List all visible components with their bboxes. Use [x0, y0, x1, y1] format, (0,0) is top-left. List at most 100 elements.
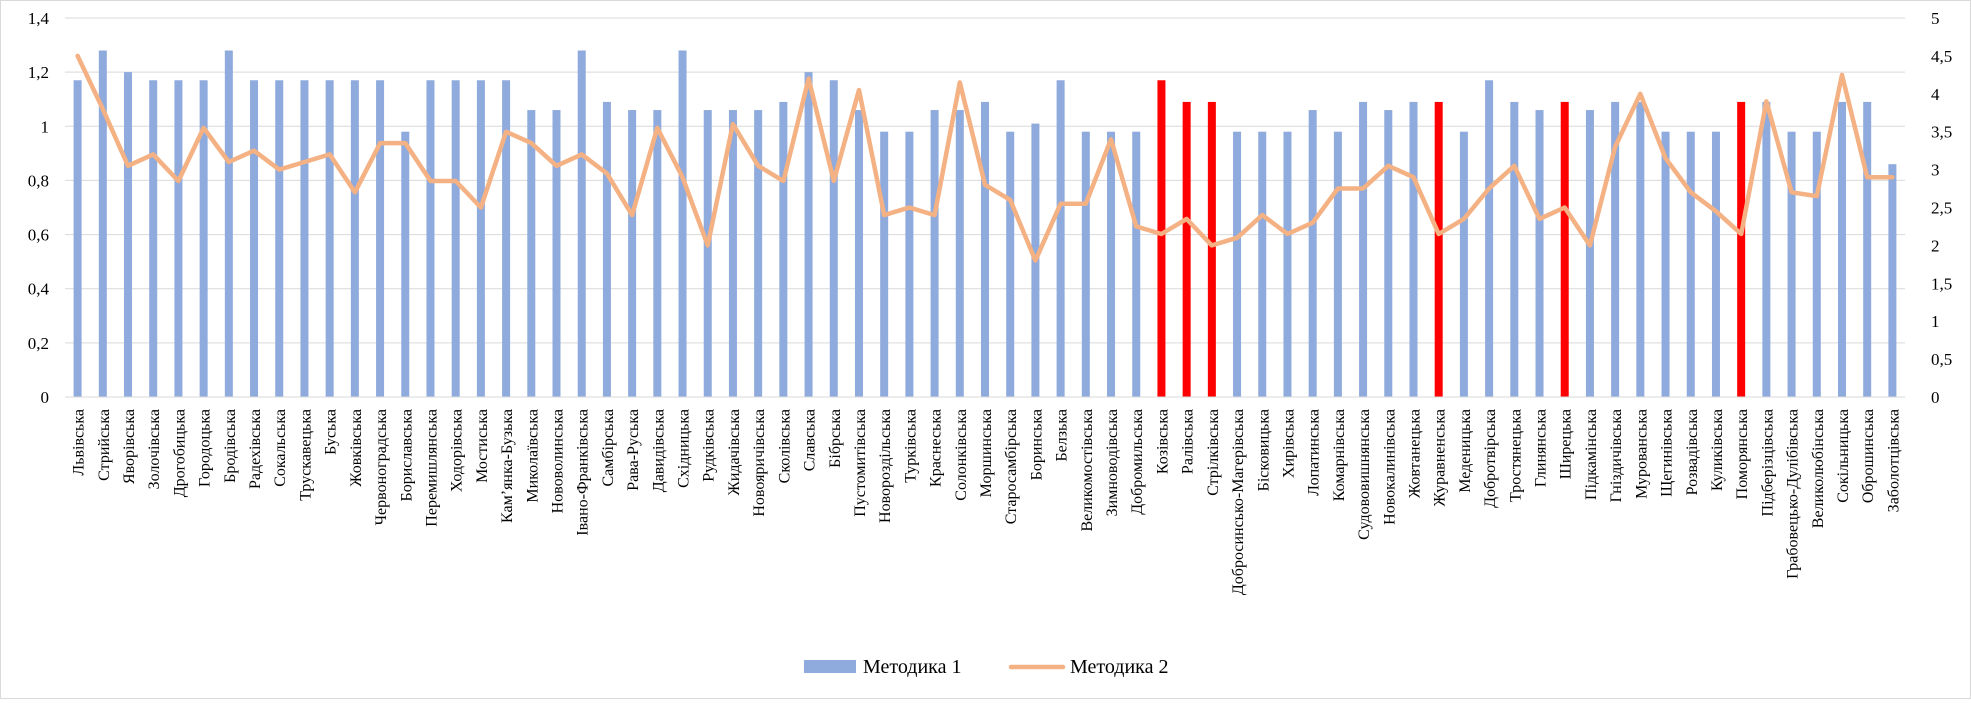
x-tick-label: Куликівська [1709, 409, 1726, 491]
bar [224, 50, 233, 397]
x-tick-label: Івано-Франківська [575, 409, 592, 536]
bar [250, 80, 259, 397]
x-tick-label: Стрілківська [1205, 409, 1222, 496]
y-tick-label-left: 0,6 [28, 226, 49, 245]
bar [451, 80, 460, 397]
bar [728, 110, 737, 398]
legend: Методика 1 Методика 2 [804, 656, 1168, 678]
x-tick-label: Турківська [902, 409, 919, 483]
bar [703, 110, 712, 398]
x-tick-label: Нововолинська [550, 409, 567, 513]
bar [653, 110, 662, 398]
y-tick-label-right: 3 [1931, 161, 1940, 180]
bar [628, 110, 637, 398]
x-tick-label: Гніздичівська [1608, 409, 1625, 502]
bar [1585, 110, 1594, 398]
bar [1459, 131, 1468, 397]
x-tick-label: Трускавецька [297, 409, 314, 501]
bar [678, 50, 687, 397]
x-tick-label: Ходорівська [449, 409, 466, 492]
x-tick-label: Сокальська [272, 409, 289, 487]
bar [401, 131, 410, 397]
y-tick-label-left: 1,4 [28, 9, 50, 28]
legend-label: Методика 1 [863, 656, 961, 678]
line-series-2 [75, 53, 1895, 263]
bar [1787, 131, 1796, 397]
x-tick-label: Новояричівська [751, 409, 768, 517]
bar [1308, 110, 1317, 398]
bar [981, 101, 989, 398]
bar [149, 80, 158, 397]
bar [854, 110, 863, 398]
y-tick-label-left: 0,4 [28, 280, 50, 299]
bar [955, 110, 964, 398]
bar [1258, 131, 1267, 397]
bar [1207, 101, 1216, 398]
x-tick-label: Стрийська [96, 409, 113, 481]
y-tick-label-right: 2 [1931, 236, 1940, 255]
x-tick-label: Славська [802, 409, 819, 471]
x-tick-label: Солонківська [953, 409, 970, 501]
bar [98, 50, 107, 397]
bar [602, 101, 611, 398]
bar [1006, 131, 1015, 397]
y-tick-label-left: 0 [41, 388, 50, 407]
bar [1661, 131, 1670, 397]
y-tick-label-right: 4,5 [1931, 47, 1952, 66]
bar [350, 80, 359, 397]
bar [1359, 101, 1368, 398]
x-tick-label: Добросинсько-Магерівська [1230, 409, 1247, 595]
x-tick-label: Сокільницька [1835, 409, 1852, 503]
y-tick-label-right: 4 [1931, 85, 1940, 104]
bar [426, 80, 435, 397]
x-tick-label: Комарнівська [1331, 409, 1348, 501]
x-tick-label: Лопатинська [1306, 409, 1323, 496]
bar [1409, 101, 1418, 398]
x-tick-label: Самбірська [600, 409, 617, 487]
x-tick-label: Оброшинська [1860, 409, 1877, 503]
x-tick-label: Бродівська [222, 409, 239, 483]
bar [1283, 131, 1292, 397]
bar [1686, 131, 1695, 397]
bar [300, 80, 309, 397]
x-tick-label: Журавненська [1432, 409, 1449, 506]
x-tick-label: Боринська [1028, 409, 1045, 480]
x-tick-label: Підкамінська [1583, 409, 1600, 500]
x-tick-label: Давидівська [650, 409, 667, 492]
bar [275, 80, 284, 397]
x-tick-label: Мурованська [1633, 409, 1650, 499]
x-tick-label: Добротвірська [1482, 409, 1499, 508]
x-tick-label: Старосамбірська [1003, 409, 1020, 524]
bar [1863, 101, 1872, 398]
bar [1107, 131, 1116, 397]
bar [527, 110, 536, 398]
x-tick-label: Мостиська [474, 409, 491, 483]
x-tick-label: Пустомитівська [852, 409, 869, 517]
x-tick-label: Городоцька [197, 409, 214, 487]
bar [1737, 101, 1746, 398]
x-tick-label: Великомостівська [1079, 409, 1096, 532]
bar [1762, 101, 1771, 398]
y-tick-label-right: 5 [1931, 9, 1940, 28]
bar [1812, 131, 1821, 397]
x-tick-label: Моршинська [978, 409, 995, 497]
bar [1056, 80, 1065, 397]
bar [577, 50, 586, 397]
y-tick-label-right: 2,5 [1931, 199, 1952, 218]
x-tick-label: Ралівська [1180, 409, 1197, 474]
bar [325, 80, 334, 397]
bar [1132, 131, 1141, 397]
y-tick-label-left: 1,2 [28, 63, 49, 82]
x-tick-label: Бібрська [827, 409, 844, 468]
x-tick-label: Жидачівська [726, 409, 743, 495]
x-tick-label: Червоноградська [373, 409, 390, 525]
bar [552, 110, 561, 398]
bar [1233, 131, 1242, 397]
x-tick-label: Новороздільська [877, 409, 894, 523]
bar [779, 101, 788, 398]
bar [905, 131, 914, 397]
bar [476, 80, 485, 397]
bar [1888, 164, 1897, 397]
bar [804, 72, 813, 398]
